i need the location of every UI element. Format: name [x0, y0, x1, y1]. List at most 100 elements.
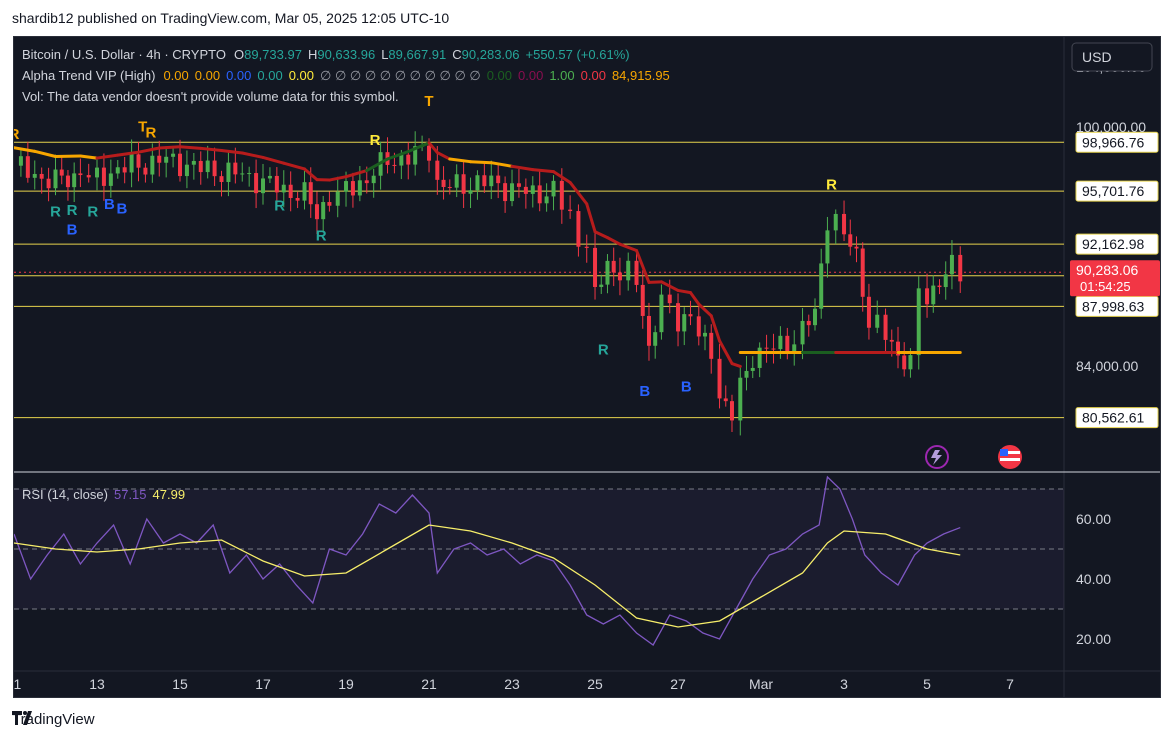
candle-body: [191, 160, 196, 165]
candle-body: [247, 173, 252, 175]
candle-body: [288, 184, 293, 198]
candle-body: [576, 211, 581, 247]
candle-body: [233, 162, 238, 175]
candle-body: [150, 155, 155, 175]
candle-body: [108, 173, 113, 186]
candle-body: [18, 156, 23, 166]
legend-volume-note: Vol: The data vendor doesn't provide vol…: [22, 89, 399, 104]
candle-body: [908, 355, 913, 370]
candle-body: [537, 185, 542, 204]
candle-body: [523, 186, 528, 194]
candle-body: [682, 314, 687, 332]
chart-canvas[interactable]: 98,966.7695,701.7692,162.9890,049.7687,9…: [14, 37, 1160, 697]
level-price-tag: [1075, 295, 1159, 317]
candle-body: [806, 320, 811, 326]
alpha-trend-segment: [199, 146, 224, 152]
candle-body: [364, 180, 369, 184]
candle-body: [327, 202, 332, 206]
candle-body: [825, 230, 830, 264]
legend-ohlc-label: L: [381, 47, 388, 62]
level-price-label: 98,966.76: [1082, 134, 1144, 150]
time-tick-label: 3: [840, 676, 848, 692]
rsi-value: 57.15: [114, 487, 147, 502]
alpha-trend-segment: [327, 175, 348, 182]
candle-body: [441, 179, 446, 188]
legend-change: +550.57 (+0.61%): [526, 47, 630, 62]
candle-body: [454, 174, 459, 188]
time-tick-label: 15: [172, 676, 188, 692]
signal-marker: B: [67, 222, 78, 239]
us-flag-icon[interactable]: [998, 445, 1022, 469]
alpha-trend-segment: [261, 155, 286, 165]
alpha-trend-segment: [365, 157, 390, 173]
alpha-trend-segment: [427, 141, 439, 155]
signal-marker: R: [826, 177, 837, 194]
candle-body: [812, 308, 817, 326]
candle-body: [559, 180, 564, 210]
alpha-trend-segment: [531, 168, 556, 174]
alpha-trend-segment: [116, 150, 141, 157]
rsi-tick-label: 20.00: [1076, 631, 1111, 647]
candle-body: [750, 367, 755, 371]
legend-indicator-value: 0.00: [487, 68, 512, 83]
alpha-trend-segment: [386, 150, 410, 161]
level-price-label: 80,562.61: [1082, 410, 1144, 426]
legend-indicator-value: 1.00: [549, 68, 574, 83]
candle-body: [240, 173, 245, 175]
candle-body: [184, 164, 189, 177]
time-tick-label: 19: [338, 676, 354, 692]
candle-body: [164, 156, 169, 163]
candle-body: [157, 155, 162, 163]
alpha-trend-segment: [282, 161, 307, 171]
alpha-trend-segment: [659, 280, 680, 292]
level-price-label: 95,701.76: [1082, 183, 1144, 199]
published-caption: shardib12 published on TradingView.com, …: [12, 10, 450, 26]
alpha-trend-segment: [552, 170, 572, 184]
candle-body: [344, 181, 349, 192]
legend-indicator-value: 0.00: [226, 68, 251, 83]
candle-body: [696, 316, 701, 337]
candle-body: [178, 153, 183, 177]
candle-body: [32, 173, 37, 178]
alpha-trend-segment: [78, 154, 99, 160]
level-price-tag: [1075, 407, 1159, 429]
legend-indicator-value: 84,915.95: [612, 68, 670, 83]
signal-marker: R: [598, 341, 609, 358]
tradingview-logo-icon: [12, 711, 32, 725]
last-price-label: 90,283.06: [1076, 262, 1138, 278]
candle-body: [392, 164, 397, 166]
candle-body: [659, 294, 664, 333]
footer: TradingView: [12, 711, 95, 728]
currency-button[interactable]: [1071, 42, 1153, 72]
legend-ohlc-value: 90,283.06: [462, 47, 520, 62]
candle-body: [72, 173, 77, 188]
legend-indicator-value: 0.00: [257, 68, 282, 83]
footer-brand: TradingView: [12, 711, 95, 728]
alpha-trend-segment: [730, 362, 742, 368]
candle-body: [335, 191, 340, 206]
currency-button-label[interactable]: USD: [1082, 49, 1112, 65]
level-price-tag: [1075, 233, 1159, 255]
candle-body: [261, 178, 266, 194]
rsi-ma-line: [14, 524, 961, 628]
candle-body: [848, 234, 853, 247]
candle-body: [593, 247, 598, 287]
candle-body: [78, 173, 83, 176]
alpha-trend-segment: [54, 154, 82, 158]
candle-body: [875, 314, 880, 328]
candle-body: [295, 197, 300, 201]
signal-marker: T: [424, 93, 433, 110]
flag-stripe: [1000, 458, 1020, 461]
lightning-icon[interactable]: [925, 445, 949, 469]
legend-ohlc-value: 89,733.97: [244, 47, 302, 62]
candle-body: [427, 145, 432, 161]
chart-frame[interactable]: 98,966.7695,701.7692,162.9890,049.7687,9…: [13, 36, 1161, 698]
candle-body: [475, 175, 480, 191]
signal-marker: B: [681, 379, 692, 396]
candle-body: [717, 358, 722, 399]
rsi-line: [14, 475, 961, 646]
candle-body: [895, 341, 900, 356]
candle-body: [503, 183, 508, 202]
candle-body: [819, 263, 824, 309]
candle-body: [744, 370, 749, 378]
